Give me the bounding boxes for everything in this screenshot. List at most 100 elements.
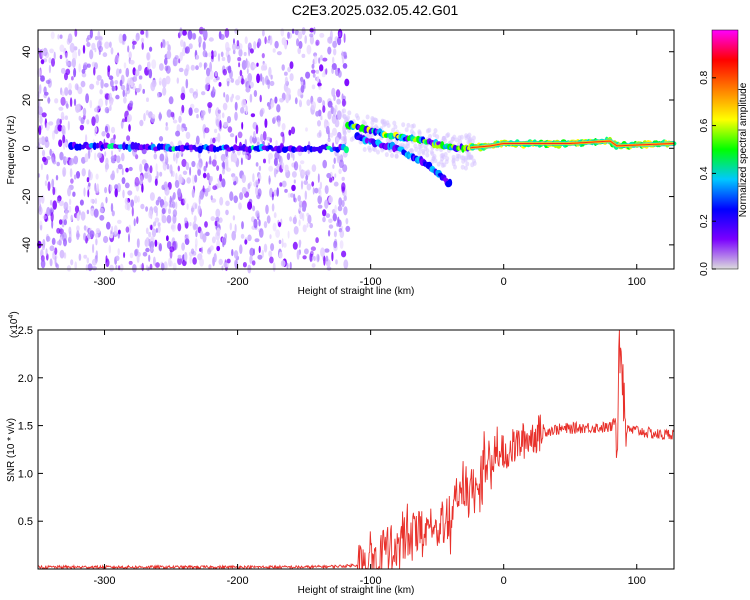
noise-blob	[80, 211, 86, 221]
noise-blob	[315, 69, 320, 74]
noise-blob	[138, 75, 143, 80]
noise-blob	[90, 208, 95, 217]
noise-blob	[246, 68, 249, 74]
noise-blob	[286, 152, 291, 161]
noise-blob	[345, 218, 349, 225]
noise-blob	[318, 57, 321, 64]
noise-blob	[221, 112, 225, 119]
noise-blob	[202, 50, 208, 58]
noise-blob	[214, 220, 218, 227]
noise-blob	[237, 57, 242, 62]
noise-blob	[332, 213, 337, 222]
noise-blob	[128, 124, 131, 132]
haze-blob	[435, 134, 440, 140]
noise-blob	[111, 210, 115, 217]
noise-blob	[327, 110, 332, 120]
noise-blob	[42, 47, 48, 57]
noise-blob	[68, 159, 73, 167]
noise-blob	[293, 197, 297, 203]
noise-blob	[49, 48, 54, 54]
noise-blob	[328, 218, 333, 224]
noise-blob	[155, 199, 160, 206]
noise-blob	[120, 120, 124, 129]
noise-blob	[183, 197, 187, 205]
noise-blob	[181, 123, 186, 129]
noise-blob	[296, 249, 300, 260]
noise-blob	[193, 107, 199, 113]
noise-blob	[67, 120, 70, 131]
noise-blob	[195, 65, 199, 71]
noise-blob	[136, 238, 140, 249]
haze-blob	[432, 154, 437, 159]
noise-blob	[280, 131, 285, 137]
noise-blob	[104, 125, 109, 133]
noise-blob	[225, 209, 229, 216]
noise-blob	[307, 214, 312, 224]
noise-blob	[166, 214, 172, 224]
noise-blob	[320, 115, 323, 121]
haze-blob	[354, 113, 359, 119]
noise-blob	[113, 225, 118, 235]
noise-blob	[304, 190, 307, 200]
noise-blob	[124, 197, 129, 205]
noise-blob	[99, 207, 104, 214]
noise-blob	[338, 159, 344, 169]
noise-blob	[163, 181, 168, 189]
noise-blob	[145, 264, 149, 271]
haze-blob	[439, 159, 444, 165]
noise-blob	[294, 97, 298, 105]
noise-blob	[301, 170, 307, 176]
haze-blob	[445, 133, 450, 139]
noise-blob	[298, 40, 303, 49]
noise-blob	[54, 255, 57, 266]
noise-blob	[244, 36, 248, 44]
noise-blob	[278, 221, 282, 228]
noise-blob	[108, 244, 112, 254]
noise-blob	[289, 61, 294, 69]
noise-blob	[279, 98, 284, 103]
noise-blob	[318, 85, 322, 90]
noise-blob	[131, 206, 134, 217]
noise-blob	[135, 36, 139, 43]
noise-blob	[52, 200, 57, 210]
noise-blob	[40, 259, 46, 269]
noise-blob	[121, 152, 125, 162]
noise-blob	[250, 113, 256, 118]
noise-blob	[157, 92, 160, 98]
noise-blob	[129, 100, 134, 107]
noise-blob	[134, 176, 140, 187]
noise-blob	[49, 199, 53, 206]
noise-blob	[255, 162, 259, 167]
noise-blob	[256, 73, 261, 84]
noise-blob	[45, 249, 48, 256]
noise-blob	[252, 205, 256, 212]
noise-blob	[338, 32, 342, 37]
noise-blob	[192, 257, 197, 265]
noise-blob	[74, 28, 78, 37]
noise-blob	[41, 48, 44, 58]
noise-blob	[69, 42, 75, 53]
noise-blob	[59, 44, 65, 52]
noise-blob	[93, 66, 96, 76]
noise-blob	[325, 255, 329, 262]
haze-blob	[472, 158, 476, 164]
y-tick-label: 0.5	[18, 516, 33, 528]
noise-blob	[305, 127, 308, 132]
noise-blob	[140, 37, 145, 44]
haze-blob	[465, 161, 470, 167]
noise-blob	[328, 224, 334, 229]
noise-blob	[123, 96, 127, 104]
noise-blob	[125, 92, 127, 97]
noise-blob	[275, 229, 280, 238]
noise-blob	[184, 251, 188, 262]
noise-blob	[120, 84, 126, 91]
noise-blob	[89, 29, 93, 39]
svg-text:(x104): (x104)	[8, 311, 20, 338]
noise-blob	[38, 84, 42, 94]
noise-blob	[312, 73, 316, 78]
noise-blob	[198, 36, 202, 45]
noise-blob	[126, 135, 131, 142]
noise-blob	[74, 205, 80, 214]
noise-blob	[339, 229, 345, 239]
